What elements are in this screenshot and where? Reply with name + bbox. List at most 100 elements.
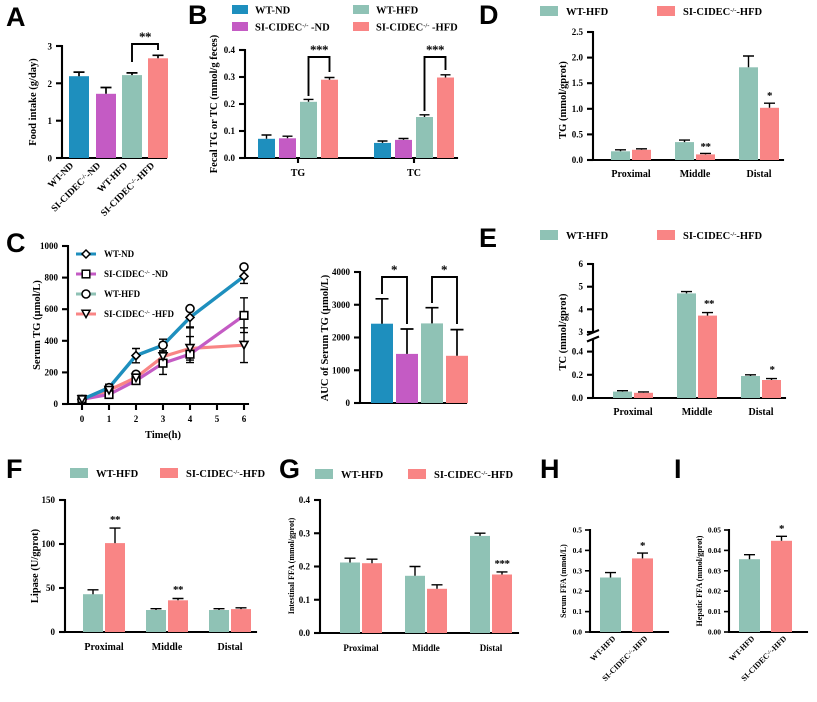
panel-f-legend: WT-HFD SI-CIDEC-/--HFD	[70, 468, 265, 480]
panel-f-xtick-mid: Middle	[152, 642, 183, 653]
panel-c-legend-ko-nd: SI-CIDEC-/- -ND	[104, 269, 169, 279]
panel-h-ytick-5: 0.5	[573, 526, 583, 535]
panel-a-bars	[69, 58, 168, 158]
bar-tc-ko-hfd	[437, 77, 454, 158]
panel-f-ytick-3: 150	[42, 495, 56, 505]
panel-e-ytick-l2: 0.4	[572, 347, 584, 357]
panel-g-legend: WT-HFD SI-CIDEC-/--HFD	[315, 469, 513, 481]
bar-mid-ko	[696, 154, 715, 160]
bar-e-dist-wt	[741, 376, 760, 398]
bar-tg-wt-hfd	[300, 101, 317, 158]
panel-g-chart: WT-HFD SI-CIDEC-/--HFD 0.0 0.1 0.2 0.3 0…	[287, 469, 520, 653]
legend-label-wt-hfd: WT-HFD	[566, 231, 609, 242]
panel-a-ytick-0: 0	[48, 154, 53, 164]
bar-f-mid-wt	[146, 610, 166, 632]
legend-label-ko-hfd: SI-CIDEC-/--HFD	[683, 7, 762, 19]
panel-f-xtick-prox: Proximal	[84, 642, 123, 653]
panel-b-xtick-tc: TC	[407, 168, 421, 179]
bar-e-dist-ko	[762, 380, 781, 398]
panel-c-ytick-2: 400	[45, 336, 59, 346]
panel-c-xtick-2: 2	[134, 414, 139, 424]
marker-wt-hfd-set	[77, 262, 249, 405]
panel-b-legend: WT-ND SI-CIDEC-/- -ND WT-HFD SI-CIDEC-/-…	[232, 5, 458, 34]
bar-wt-hfd	[122, 75, 142, 158]
panel-g-xtick-mid: Middle	[412, 643, 440, 653]
auc-bar-ko-nd	[396, 353, 418, 403]
bar-f-dist-ko	[231, 609, 251, 632]
panel-c-xtick-1: 1	[107, 414, 112, 424]
panel-c-ytick-5: 1000	[40, 241, 59, 251]
legend-label-ko-hfd: SI-CIDEC-/--HFD	[683, 231, 762, 243]
panel-f-group-middle: ** Middle	[146, 584, 188, 653]
panel-b-ytick-4: 0.4	[224, 45, 236, 55]
panel-b-ylabel: Fecal TG or TC (mmol/g feces)	[209, 34, 220, 173]
panel-a-ytick-2: 2	[48, 79, 53, 89]
panel-c-auc-ylabel: AUC of Serum TG (µmol/L)	[320, 274, 331, 401]
panel-c-letter: C	[6, 228, 26, 258]
panel-c-ytick-3: 600	[45, 304, 59, 314]
panel-d-xtick-mid: Middle	[680, 169, 711, 180]
panel-e-sig-middle: **	[704, 298, 715, 310]
panel-b-yaxis: 0.0 0.1 0.2 0.3 0.4	[224, 45, 245, 163]
legend-label-ko-hfd: SI-CIDEC-/--HFD	[434, 470, 513, 482]
panel-c-legend-wt-hfd: WT-HFD	[104, 289, 141, 299]
panel-c: C 0 200 400 600 800 1000 Serum TG (µmol/…	[0, 222, 300, 452]
panel-e-xtick-prox: Proximal	[613, 407, 652, 418]
panel-e-group-proximal: Proximal	[613, 390, 653, 418]
panel-h-ytick-0: 0.0	[573, 628, 583, 637]
panel-i-chart: 0.00 0.01 0.02 0.03 0.04 0.05 Hepatic FF…	[695, 523, 809, 683]
panel-d-yaxis: 0.0 0.5 1.0 1.5 2.0 2.5	[572, 27, 593, 165]
panel-c-xaxis: 0 1 2 3 4 5 6	[80, 404, 247, 424]
bar-g-mid-ko	[427, 588, 447, 633]
panel-e-xtick-dist: Distal	[749, 407, 774, 418]
bar-tg-ko-hfd	[321, 79, 338, 158]
panel-c-legend-ko-hfd: SI-CIDEC-/- -HFD	[104, 309, 175, 319]
panel-b-sig-tc: ***	[426, 42, 444, 57]
panel-f: F WT-HFD SI-CIDEC-/--HFD 0 50 100 150	[0, 452, 290, 702]
bar-tg-ko-nd	[279, 138, 296, 158]
panel-e-xtick-mid: Middle	[682, 407, 713, 418]
panel-d-legend: WT-HFD SI-CIDEC-/--HFD	[540, 6, 762, 18]
panel-a-ytick-1: 1	[48, 116, 53, 126]
bar-g-dist-ko	[492, 574, 512, 633]
panel-c-ytick-1: 200	[45, 367, 59, 377]
auc-ytick-3: 3000	[332, 300, 351, 310]
legend-label-ko-hfd: SI-CIDEC-/- -HFD	[376, 22, 458, 34]
panel-g-ylabel: Intestinal FFA (mmol/gprot)	[287, 517, 296, 614]
panel-c-auc-chart: 0 1000 2000 3000 4000 AUC of Serum TG (µ…	[320, 262, 468, 408]
panel-e-sig-distal: *	[770, 364, 776, 376]
panel-i-ytick-3: 0.03	[708, 566, 721, 575]
panel-g-group-proximal: Proximal	[340, 557, 382, 653]
panel-g-ytick-4: 0.4	[299, 495, 311, 505]
panel-c-xtick-4: 4	[188, 414, 193, 424]
line-wt-nd-final	[81, 274, 246, 402]
panel-e-ylabel: TC (mmol/gprot)	[558, 293, 569, 371]
panel-i-xlabels: WT-HFD SI-CIDEC-/--HFD	[727, 634, 788, 683]
panel-e-ytick-u1: 4	[579, 304, 584, 314]
legend-label-wt-nd: WT-ND	[255, 6, 291, 17]
panel-d-group-middle: ** Middle	[675, 139, 715, 180]
panel-i-ylabel: Hepatic FFA (mmol/gprot)	[695, 535, 704, 626]
bar-tg-wt-nd	[258, 138, 275, 158]
panel-h-sig: *	[640, 540, 646, 552]
panel-g-ytick-0: 0.0	[299, 628, 311, 638]
panel-c-xtick-5: 5	[215, 414, 220, 424]
bar-e-mid-wt-upper	[677, 293, 696, 342]
panel-c-xlabel: Time(h)	[145, 430, 181, 441]
bar-e-prox-wt	[613, 391, 632, 398]
panel-d-xtick-prox: Proximal	[611, 169, 650, 180]
legend-label-wt-hfd: WT-HFD	[566, 7, 609, 18]
panel-h-ytick-1: 0.1	[573, 607, 583, 616]
panel-c-auc-yaxis: 0 1000 2000 3000 4000	[332, 267, 360, 408]
panel-i-ytick-4: 0.04	[708, 546, 721, 555]
panel-f-letter: F	[6, 454, 23, 484]
panel-h-chart: 0.0 0.1 0.2 0.3 0.4 0.5 Serum FFA (mmol/…	[559, 526, 670, 683]
panel-f-xtick-dist: Distal	[218, 642, 243, 653]
panel-c-yaxis: 0 200 400 600 800 1000	[40, 241, 68, 409]
bar-f-mid-ko	[168, 600, 188, 632]
panel-i-ytick-0: 0.00	[708, 628, 721, 637]
panel-g-sig-dist: ***	[495, 558, 511, 570]
panel-g-letter: G	[279, 454, 301, 484]
panel-a-yaxis: 0 1 2 3	[48, 42, 62, 164]
panel-i-yaxis: 0.00 0.01 0.02 0.03 0.04 0.05	[708, 526, 729, 637]
